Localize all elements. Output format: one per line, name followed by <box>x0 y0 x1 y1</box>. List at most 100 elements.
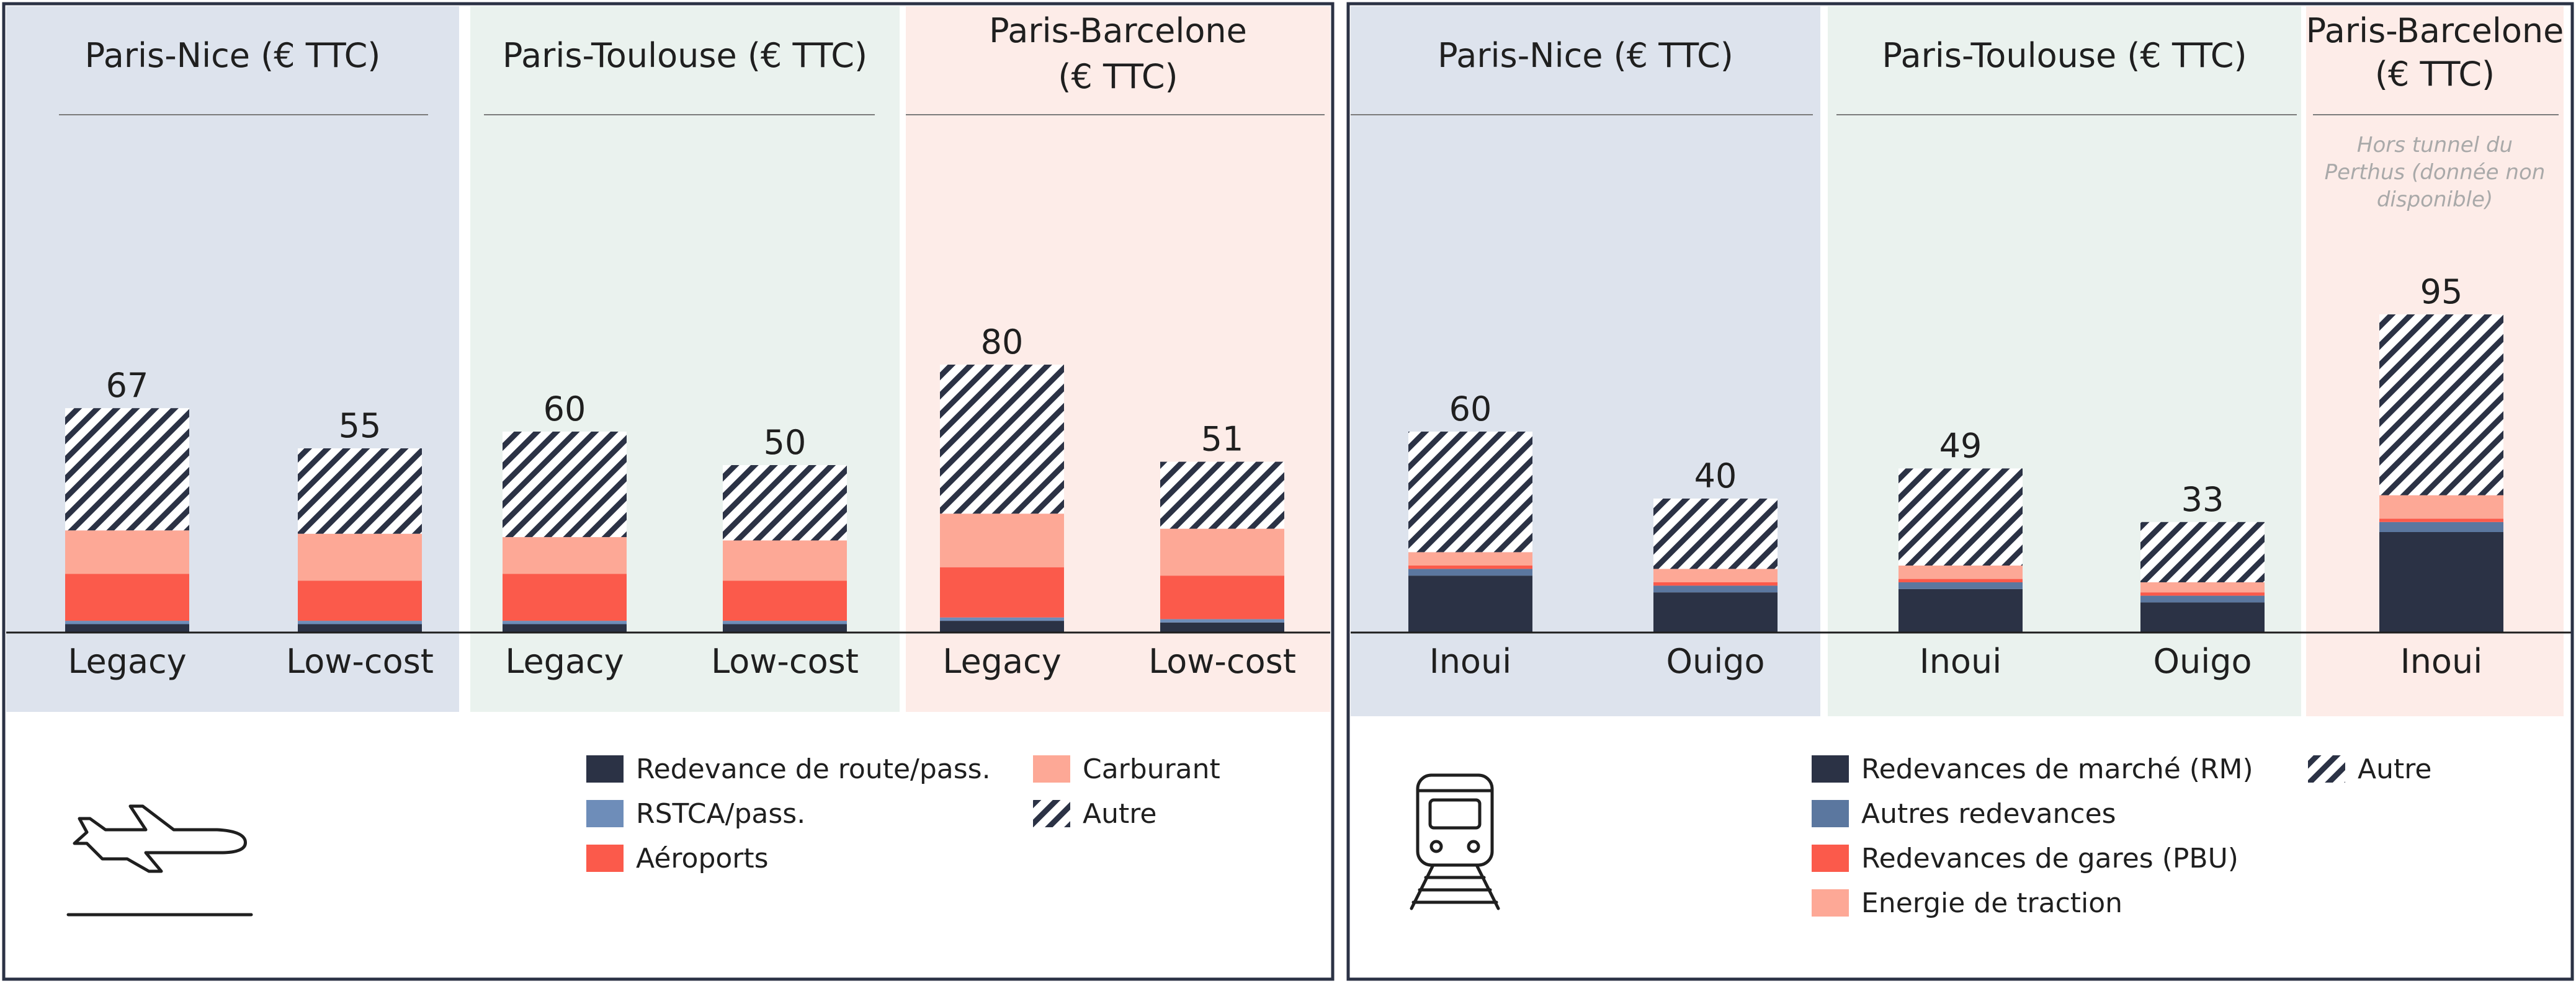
bar-segment-autre <box>298 448 422 534</box>
bar-segment-rstca-pass- <box>1160 619 1284 623</box>
bar-segment-redevances-de-march-rm- <box>1408 575 1532 633</box>
legend-entry-label: Autres redevances <box>1861 798 2116 830</box>
group-title: Paris-Toulouse (€ TTC) <box>1882 36 2247 75</box>
legend-swatch <box>1033 800 1070 827</box>
group-note-line: Perthus (donnée non <box>2325 160 2546 185</box>
panel-frame <box>2 2 1335 981</box>
bar-total-label: 67 <box>106 366 149 405</box>
legend-entry-label: Redevances de marché (RM) <box>1861 753 2253 785</box>
bar-segment-carburant <box>723 540 847 581</box>
bar-segment-energie-de-traction <box>1653 569 1778 582</box>
airplane-icon-shape <box>73 804 247 873</box>
bar-total-label: 55 <box>339 406 382 445</box>
bar-segment-autre <box>940 365 1064 514</box>
bar-segment-autre <box>2140 522 2265 582</box>
category-tick-label: Ouigo <box>1666 642 1764 681</box>
bar-layer <box>6 314 2572 634</box>
bar-segment-autres-redevances <box>1408 569 1532 576</box>
train-body <box>1416 773 1494 867</box>
legend-entry-label: Redevances de gares (PBU) <box>1861 843 2238 874</box>
group-title: Paris-Toulouse (€ TTC) <box>503 36 867 75</box>
bar-segment-redevance-de-route-pass- <box>65 624 189 633</box>
bar-segment-redevances-de-gares-pbu- <box>1408 566 1532 569</box>
category-tick-label: Low-cost <box>286 642 434 681</box>
bar-total-label: 60 <box>1449 389 1492 429</box>
group-note-line: Hors tunnel du <box>2357 133 2513 158</box>
bar-segment-autres-redevances <box>1653 585 1778 593</box>
legend-entry-label: Carburant <box>1083 753 1220 785</box>
group-title-line: Paris-Barcelone <box>2306 11 2564 50</box>
bar-segment-autres-redevances <box>2140 595 2265 603</box>
group-title-line: Paris-Toulouse (€ TTC) <box>1882 36 2247 75</box>
bar-segment-rstca-pass- <box>940 617 1064 621</box>
bar-segment-autre <box>2379 314 2503 495</box>
train-light-left <box>1429 840 1443 853</box>
bar-segment-a-roports <box>940 567 1064 618</box>
text-layer: Paris-Nice (€ TTC) Paris-Toulouse (€ TTC)… <box>59 11 2564 681</box>
bar-segment-redevances-de-gares-pbu- <box>2379 518 2503 522</box>
legend-entry-label: RSTCA/pass. <box>636 798 805 830</box>
airplane-icon <box>66 804 253 917</box>
group-title-line: Paris-Barcelone <box>989 11 1247 50</box>
bar-segment-redevance-de-route-pass- <box>723 624 847 633</box>
group-title-line: Paris-Toulouse (€ TTC) <box>503 36 867 75</box>
bar-total-label: 60 <box>543 389 586 429</box>
bar-total-label: 51 <box>1201 420 1244 459</box>
category-tick-label: Inoui <box>1429 642 1511 681</box>
bar-segment-rstca-pass- <box>298 621 422 624</box>
bar-segment-redevances-de-gares-pbu- <box>1653 582 1778 586</box>
bar-total-label: 50 <box>764 423 807 462</box>
legend-swatch <box>1812 889 1849 917</box>
legend-swatch <box>586 845 624 872</box>
bar-segment-autre <box>1898 468 2023 566</box>
bar-segment-carburant <box>503 537 627 574</box>
bar-segment-rstca-pass- <box>723 621 847 624</box>
category-tick-label: Legacy <box>942 642 1061 681</box>
bar-segment-carburant <box>298 533 422 581</box>
category-tick-label: Inoui <box>2400 642 2482 681</box>
bar-segment-redevances-de-march-rm- <box>1898 588 2023 633</box>
bar-segment-autre <box>723 465 847 541</box>
train-window <box>1428 798 1482 830</box>
bar-segment-autre <box>65 408 189 531</box>
train-icon <box>1410 773 1500 910</box>
bar-segment-carburant <box>65 530 189 574</box>
bar-segment-energie-de-traction <box>2140 582 2265 593</box>
legend-entry-label: Aéroports <box>636 843 769 874</box>
bar-total-label: 95 <box>2420 272 2463 311</box>
group-title: Paris-Barcelone (€ TTC) <box>2306 11 2564 94</box>
legend-entry-label: Energie de traction <box>1861 887 2122 919</box>
category-tick-label: Low-cost <box>1148 642 1296 681</box>
bar-total-label: 80 <box>981 322 1024 362</box>
bar-segment-autre <box>503 432 627 538</box>
group-title-line: Paris-Nice (€ TTC) <box>1438 36 1733 75</box>
group-title-line: (€ TTC) <box>1058 57 1178 96</box>
legend-swatch <box>1812 845 1849 872</box>
legend-swatch <box>1812 800 1849 827</box>
legend-layer: Redevance de route/pass. Carburant RSTCA/p… <box>66 753 2431 919</box>
bar-segment-autres-redevances <box>1898 582 2023 589</box>
bar-segment-a-roports <box>298 580 422 621</box>
category-tick-label: Ouigo <box>2153 642 2252 681</box>
legend-swatch <box>1812 755 1849 783</box>
legend-swatch <box>586 800 624 827</box>
bar-segment-redevance-de-route-pass- <box>298 624 422 633</box>
bar-total-label: 33 <box>2181 480 2224 519</box>
bar-segment-energie-de-traction <box>1898 566 2023 579</box>
bar-segment-redevances-de-gares-pbu- <box>1898 579 2023 582</box>
bar-segment-rstca-pass- <box>503 621 627 624</box>
bar-total-label: 40 <box>1694 456 1737 495</box>
bar-segment-redevance-de-route-pass- <box>1160 622 1284 633</box>
bar-segment-carburant <box>1160 528 1284 576</box>
bar-segment-autre <box>1408 432 1532 553</box>
bar-segment-energie-de-traction <box>2379 495 2503 519</box>
group-title-line: Paris-Nice (€ TTC) <box>85 36 381 75</box>
bar-segment-energie-de-traction <box>1408 552 1532 566</box>
legend-swatch <box>2308 755 2345 783</box>
bar-segment-autre <box>1160 461 1284 529</box>
bar-segment-autre <box>1653 499 1778 569</box>
bar-segment-redevance-de-route-pass- <box>940 621 1064 633</box>
